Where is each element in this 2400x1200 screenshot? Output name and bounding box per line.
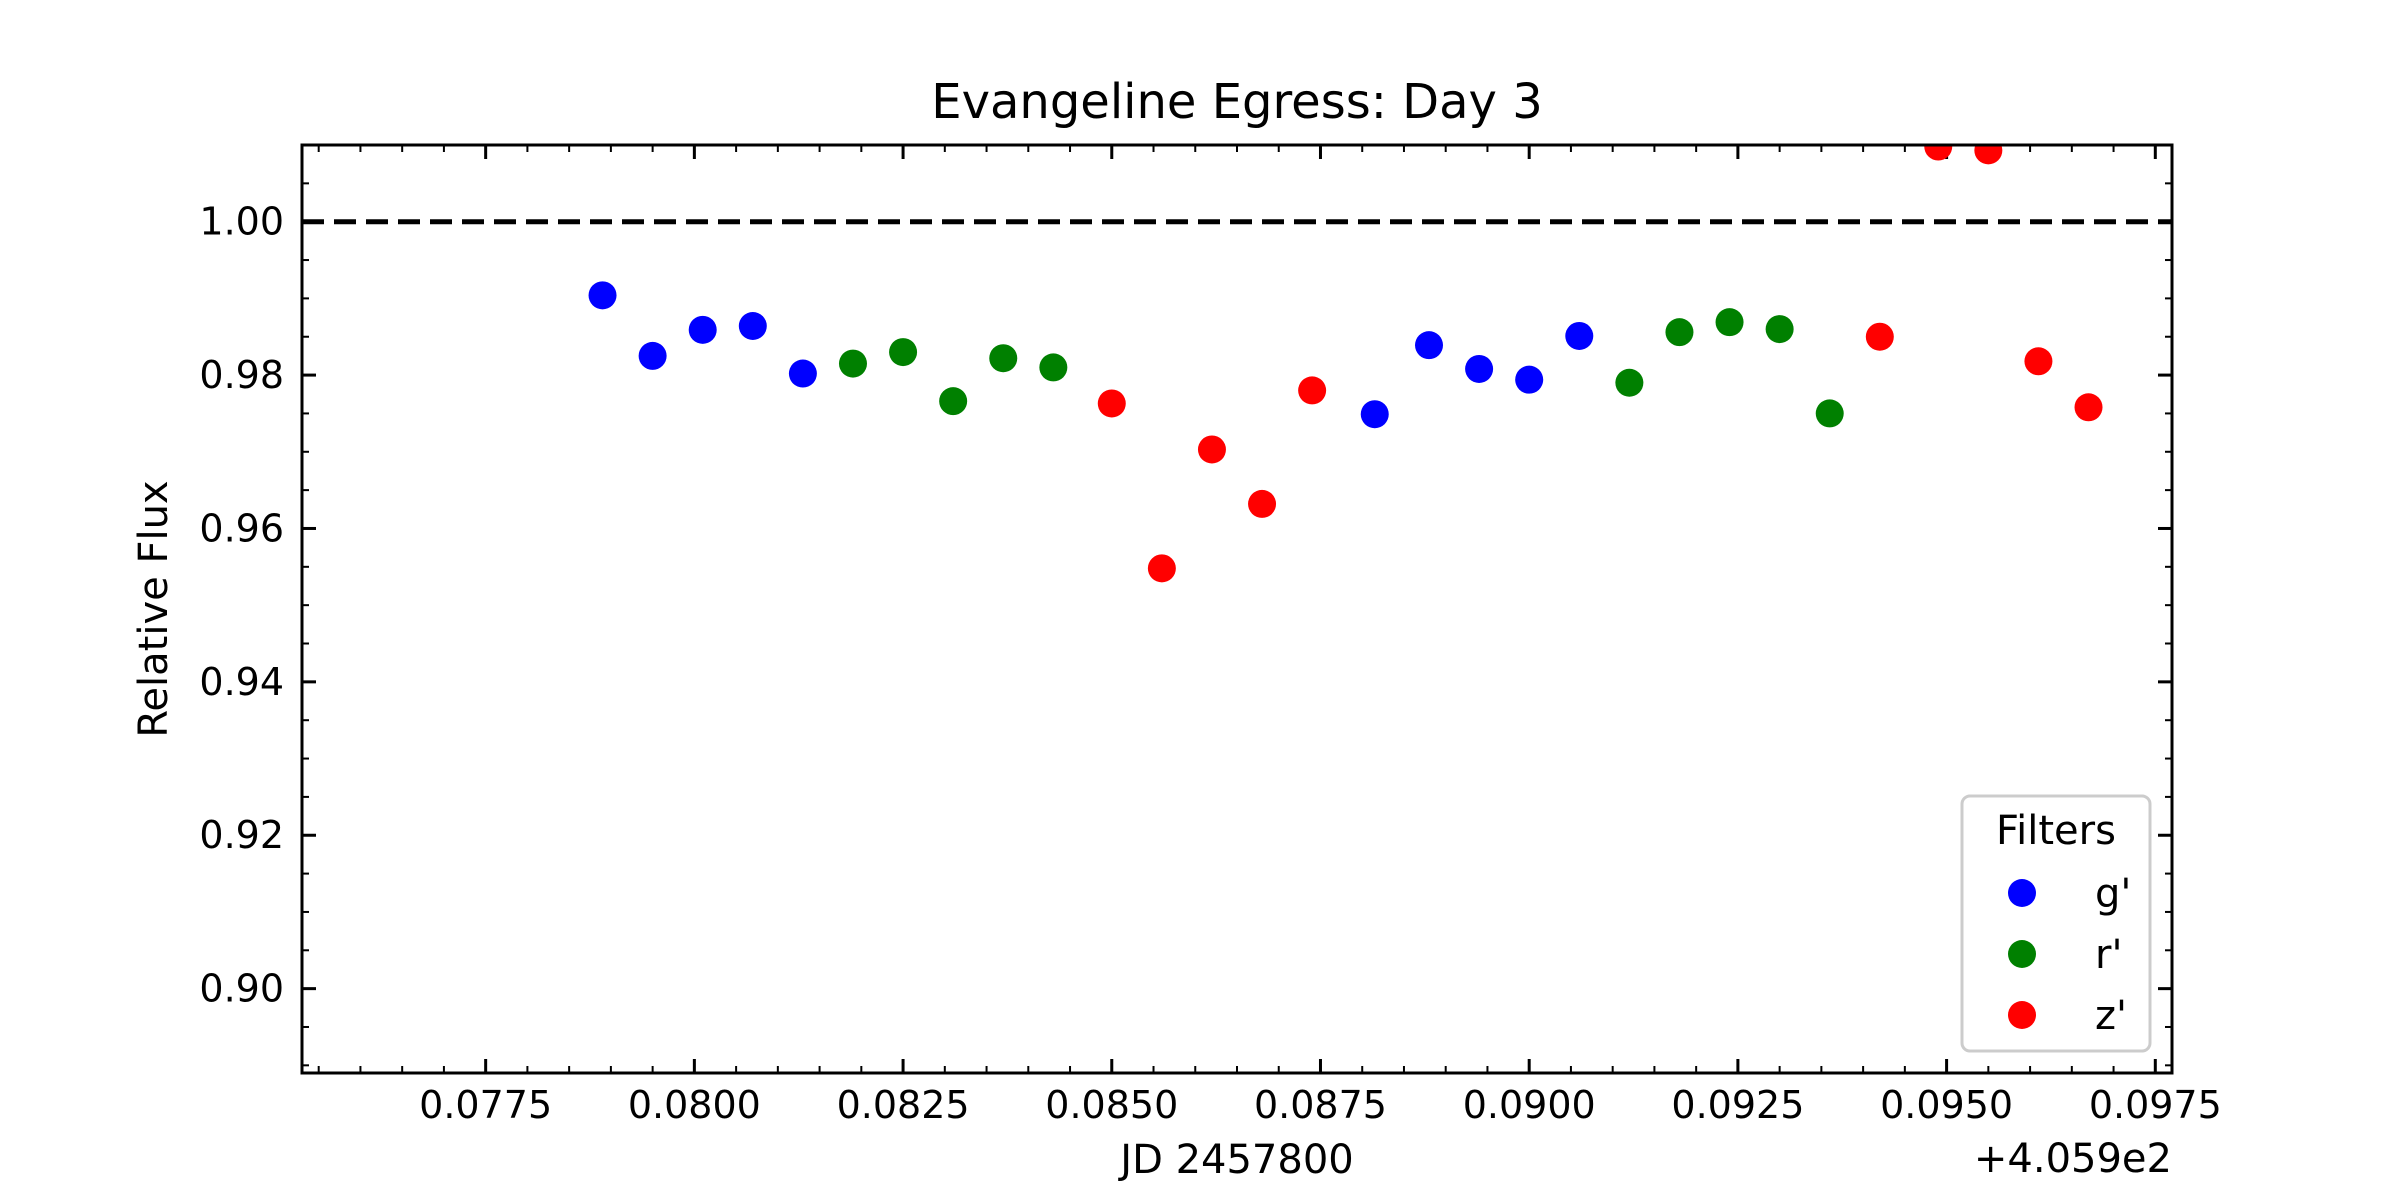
data-point-series-2 (1197, 435, 1226, 464)
x-tick-label: 0.0875 (1254, 1083, 1387, 1127)
x-offset-label: +4.059e2 (1974, 1136, 2172, 1182)
data-point-series-2 (1097, 389, 1126, 418)
x-tick-label: 0.0925 (1671, 1083, 1804, 1127)
data-point-series-0 (588, 281, 617, 310)
data-point-series-2 (1298, 376, 1327, 405)
data-point-series-0 (738, 311, 767, 340)
data-point-series-0 (688, 315, 717, 344)
data-point-series-2 (1248, 489, 1277, 518)
y-tick-labels: 0.90 0.92 0.94 0.96 0.98 1.00 (199, 200, 284, 1011)
legend-marker-series-0 (2008, 879, 2036, 907)
chart-title: Evangeline Egress: Day 3 (931, 74, 1542, 130)
y-tick-label: 0.96 (199, 506, 284, 550)
x-tick-label: 0.0775 (419, 1083, 552, 1127)
y-tick-label: 1.00 (199, 200, 284, 244)
data-point-series-1 (889, 338, 918, 367)
data-point-series-1 (1815, 399, 1844, 428)
x-tick-label: 0.0825 (837, 1083, 970, 1127)
legend-label-series-0: g' (2095, 871, 2131, 917)
x-tick-label: 0.0950 (1880, 1083, 2013, 1127)
data-point-series-2 (1924, 145, 1953, 161)
data-point-series-2 (2024, 347, 2053, 376)
data-points (588, 145, 2103, 583)
y-tick-label: 0.92 (199, 813, 284, 857)
data-point-series-1 (1665, 318, 1694, 347)
y-tick-label: 0.90 (199, 967, 284, 1011)
y-tick-label: 0.98 (199, 353, 284, 397)
legend: Filters g' r' z' (1960, 794, 2152, 1053)
legend-title: Filters (1996, 808, 2116, 854)
legend-marker-series-1 (2008, 940, 2036, 968)
x-tick-label: 0.0800 (628, 1083, 761, 1127)
legend-label-series-1: r' (2095, 932, 2122, 978)
data-point-series-2 (1147, 554, 1176, 583)
y-axis-label: Relative Flux (131, 480, 177, 737)
x-axis-label: JD 2457800 (1117, 1137, 1353, 1183)
data-point-series-1 (838, 349, 867, 378)
plot-frame (300, 143, 2174, 1075)
legend-marker-series-2 (2008, 1001, 2036, 1029)
x-tick-label: 0.0975 (2089, 1083, 2222, 1127)
data-point-series-0 (1415, 331, 1444, 360)
data-point-series-1 (1765, 315, 1794, 344)
data-point-series-1 (1039, 353, 1068, 382)
data-point-series-1 (989, 344, 1018, 373)
data-point-series-0 (638, 341, 667, 370)
data-point-series-2 (1974, 145, 2003, 165)
data-point-series-0 (788, 359, 817, 388)
x-tick-label: 0.0850 (1045, 1083, 1178, 1127)
legend-label-series-2: z' (2095, 993, 2127, 1039)
major-ticks (302, 145, 2172, 1073)
data-point-series-1 (939, 387, 968, 416)
data-point-series-0 (1465, 354, 1494, 383)
data-point-series-1 (1615, 368, 1644, 397)
data-point-series-0 (1515, 365, 1544, 394)
data-point-series-1 (1715, 308, 1744, 337)
legend-entries: g' r' z' (2008, 871, 2131, 1039)
minor-ticks (302, 144, 2172, 1073)
x-tick-label: 0.0900 (1463, 1083, 1596, 1127)
data-point-series-2 (1865, 322, 1894, 351)
data-point-series-0 (1360, 400, 1389, 429)
data-point-series-0 (1565, 321, 1594, 350)
y-tick-label: 0.94 (199, 660, 284, 704)
legend-box (1960, 794, 2152, 1053)
data-point-series-2 (2074, 393, 2103, 422)
x-tick-labels: 0.0775 0.0800 0.0825 0.0850 0.0875 0.0900 0.09… (419, 1083, 2222, 1127)
